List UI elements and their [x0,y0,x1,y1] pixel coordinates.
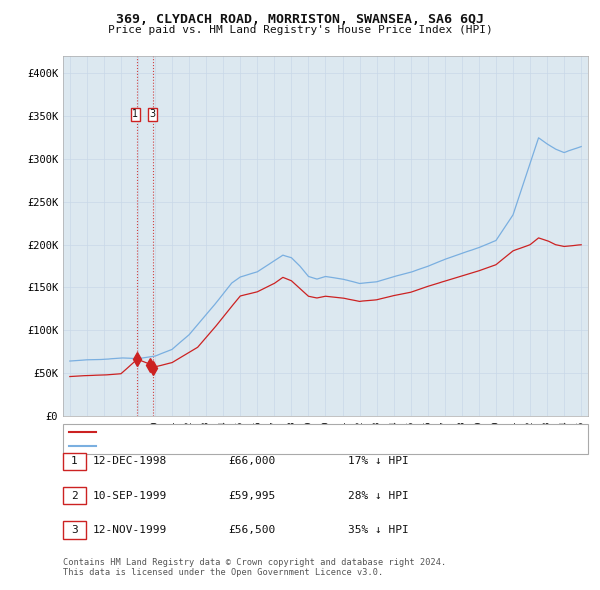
Text: Contains HM Land Registry data © Crown copyright and database right 2024.
This d: Contains HM Land Registry data © Crown c… [63,558,446,577]
Text: £59,995: £59,995 [228,491,275,500]
Text: 35% ↓ HPI: 35% ↓ HPI [348,525,409,535]
Text: £66,000: £66,000 [228,457,275,466]
Text: £56,500: £56,500 [228,525,275,535]
Text: 12-NOV-1999: 12-NOV-1999 [93,525,167,535]
Text: 3: 3 [71,525,78,535]
Text: 369, CLYDACH ROAD, MORRISTON, SWANSEA, SA6 6QJ (detached house): 369, CLYDACH ROAD, MORRISTON, SWANSEA, S… [101,427,471,437]
Text: HPI: Average price, detached house, Swansea: HPI: Average price, detached house, Swan… [101,441,353,451]
Text: 2: 2 [71,491,78,500]
Text: 1: 1 [71,457,78,466]
Text: 17% ↓ HPI: 17% ↓ HPI [348,457,409,466]
Text: 12-DEC-1998: 12-DEC-1998 [93,457,167,466]
Text: Price paid vs. HM Land Registry's House Price Index (HPI): Price paid vs. HM Land Registry's House … [107,25,493,35]
Text: 10-SEP-1999: 10-SEP-1999 [93,491,167,500]
Text: 28% ↓ HPI: 28% ↓ HPI [348,491,409,500]
Text: 1: 1 [133,109,139,119]
Text: 369, CLYDACH ROAD, MORRISTON, SWANSEA, SA6 6QJ: 369, CLYDACH ROAD, MORRISTON, SWANSEA, S… [116,13,484,26]
Text: 3: 3 [150,109,156,119]
